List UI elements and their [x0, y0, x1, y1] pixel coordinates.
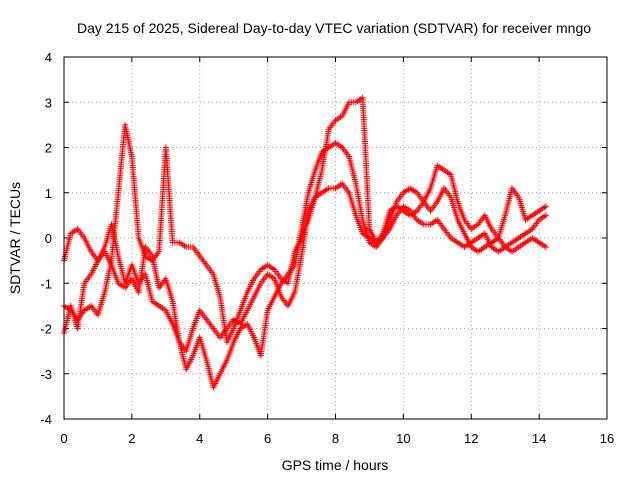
- y-tick-label: -3: [40, 367, 52, 382]
- y-tick-label: -1: [40, 276, 52, 291]
- x-tick-label: 8: [332, 431, 339, 446]
- data-point: [542, 212, 549, 219]
- y-tick-label: -2: [40, 322, 52, 337]
- data-point: [542, 244, 549, 251]
- y-axis-label: SDTVAR / TECUs: [7, 182, 23, 294]
- data-marks: [61, 94, 549, 391]
- y-tick-label: 3: [45, 95, 52, 110]
- x-tick-label: 14: [532, 431, 546, 446]
- x-tick-label: 6: [264, 431, 271, 446]
- series-track-c: [61, 94, 549, 346]
- chart-title: Day 215 of 2025, Sidereal Day-to-day VTE…: [77, 20, 591, 36]
- x-tick-label: 12: [464, 431, 478, 446]
- series-track-b: [61, 139, 549, 391]
- series-track-a: [61, 180, 549, 355]
- y-tick-label: 0: [45, 231, 52, 246]
- y-tick-label: 1: [45, 186, 52, 201]
- y-tick-label: -4: [40, 412, 52, 427]
- x-axis-label: GPS time / hours: [282, 457, 389, 473]
- plot-frame: [63, 56, 608, 420]
- x-tick-label: 0: [60, 431, 67, 446]
- x-tick-label: 16: [600, 431, 614, 446]
- y-tick-label: 2: [45, 141, 52, 156]
- x-tick-label: 4: [196, 431, 203, 446]
- x-tick-label: 10: [396, 431, 410, 446]
- data-point: [542, 203, 549, 210]
- y-tick-label: 4: [45, 50, 52, 65]
- x-tick-label: 2: [128, 431, 135, 446]
